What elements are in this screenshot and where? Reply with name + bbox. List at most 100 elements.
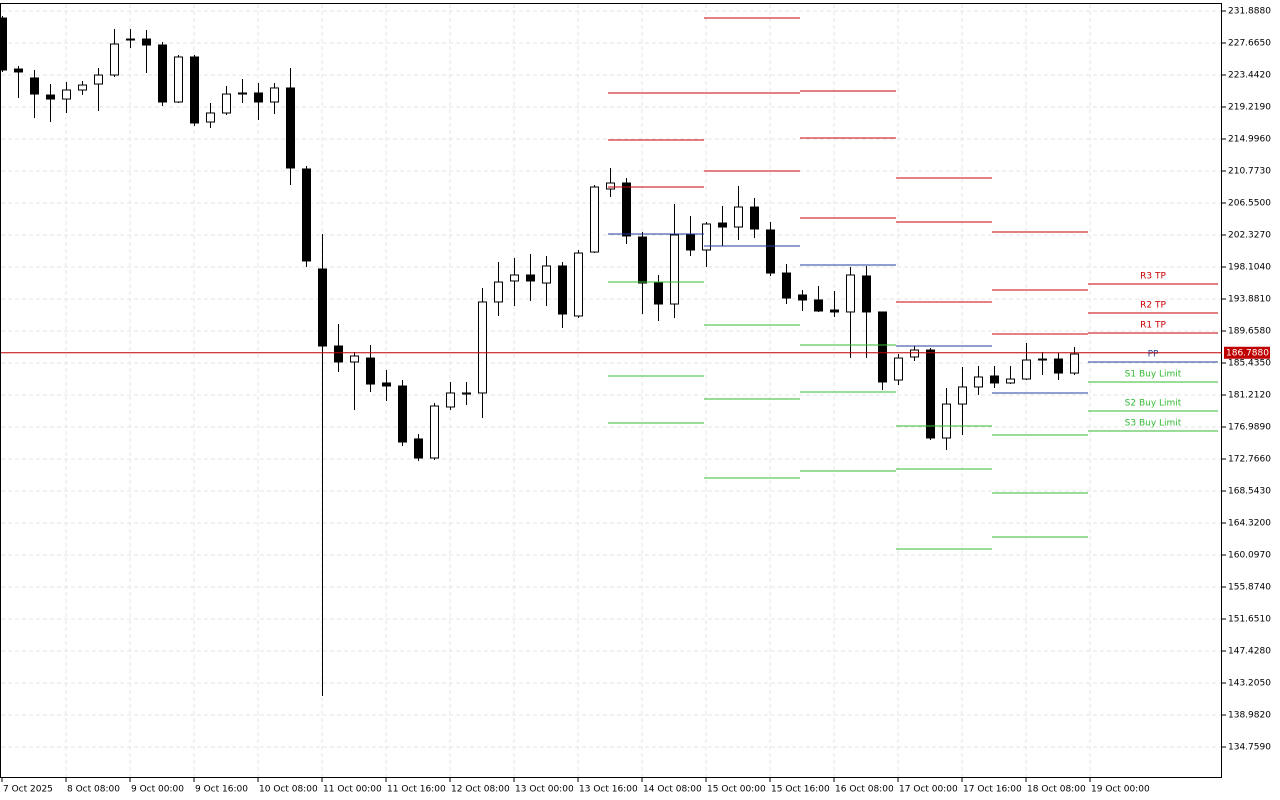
y-tick-label: 164.3200 (1228, 519, 1271, 529)
x-tick-label: 9 Oct 00:00 (131, 785, 184, 795)
candle-body (654, 282, 663, 305)
candle-body (1006, 378, 1015, 384)
last-price-tag (1224, 346, 1270, 359)
candle-body (542, 265, 551, 284)
candle-body (926, 349, 935, 439)
candle-body (638, 236, 647, 284)
candle-body (686, 234, 695, 251)
y-tick-label: 151.6510 (1228, 615, 1271, 625)
candle-body (670, 234, 679, 305)
candle-body (478, 301, 487, 394)
pivot-label: PP (1148, 349, 1159, 359)
y-tick-label: 172.7660 (1228, 455, 1271, 465)
candle-body (558, 265, 567, 315)
y-tick-label: 231.8880 (1228, 7, 1271, 17)
candle-body (958, 386, 967, 405)
candle-body (0, 17, 7, 71)
candle-body (30, 77, 39, 95)
x-tick-label: 17 Oct 00:00 (899, 785, 958, 795)
y-tick-label: 176.9890 (1228, 423, 1271, 433)
x-tick-label: 16 Oct 08:00 (835, 785, 894, 795)
candle-body (702, 223, 711, 251)
candle-body (590, 186, 599, 253)
y-tick-label: 185.4350 (1228, 359, 1271, 369)
candle-body (894, 357, 903, 381)
x-tick-label: 14 Oct 08:00 (643, 785, 702, 795)
candle-body (574, 252, 583, 317)
candle-body (622, 182, 631, 237)
pivot-label: S1 Buy Limit (1125, 369, 1182, 379)
candle-body (1070, 353, 1079, 374)
candle-body (318, 268, 327, 347)
candle-body (974, 376, 983, 388)
y-tick-label: 198.1040 (1228, 263, 1271, 273)
y-tick-label: 214.9960 (1228, 135, 1271, 145)
candle-body (302, 168, 311, 262)
candle-body (526, 274, 535, 282)
candle-body (766, 229, 775, 274)
y-tick-label: 193.8810 (1228, 295, 1271, 305)
candle-body (846, 274, 855, 313)
candle-body (14, 68, 23, 73)
candle-body (862, 275, 871, 313)
candle-body (286, 87, 295, 169)
candle-body (446, 392, 455, 408)
candle-body (94, 74, 103, 85)
candle-body (238, 92, 247, 95)
candle-body (398, 385, 407, 443)
candle-body (830, 309, 839, 313)
candle-body (718, 222, 727, 228)
x-tick-label: 9 Oct 16:00 (195, 785, 248, 795)
candle-body (990, 375, 999, 384)
candle-body (382, 382, 391, 387)
x-tick-label: 8 Oct 08:00 (67, 785, 120, 795)
y-tick-label: 160.0970 (1228, 551, 1271, 561)
candle-body (190, 56, 199, 124)
x-tick-label: 10 Oct 08:00 (259, 785, 318, 795)
y-tick-label: 206.5500 (1228, 199, 1271, 209)
candle-body (142, 38, 151, 46)
y-tick-label: 227.6650 (1228, 39, 1271, 49)
pivot-label: S3 Buy Limit (1125, 419, 1182, 429)
candle-body (494, 281, 503, 303)
candle-body (78, 84, 87, 91)
candle-body (110, 43, 119, 76)
candle-body (510, 274, 519, 282)
candle-body (942, 403, 951, 439)
candle-body (206, 112, 215, 123)
candle-body (174, 56, 183, 103)
candle-body (414, 438, 423, 459)
candle-body (222, 93, 231, 114)
candle-body (798, 294, 807, 301)
candle-body (126, 38, 135, 41)
pivot-label: S2 Buy Limit (1125, 399, 1182, 409)
x-tick-label: 19 Oct 00:00 (1091, 785, 1150, 795)
y-tick-label: 223.4420 (1228, 71, 1271, 81)
y-tick-label: 134.7590 (1228, 743, 1271, 753)
x-tick-label: 17 Oct 16:00 (963, 785, 1022, 795)
x-tick-label: 11 Oct 16:00 (387, 785, 446, 795)
y-tick-label: 138.9820 (1228, 711, 1271, 721)
plot-frame (0, 3, 1222, 778)
last-price-label: 186.7880 (1226, 348, 1269, 358)
candle-body (1022, 359, 1031, 380)
candle-body (254, 92, 263, 103)
candle-body (782, 272, 791, 299)
x-tick-label: 13 Oct 00:00 (515, 785, 574, 795)
y-tick-label: 147.4280 (1228, 647, 1271, 657)
x-tick-label: 15 Oct 16:00 (771, 785, 830, 795)
candle-body (430, 405, 439, 459)
pivot-label: R1 TP (1140, 321, 1166, 331)
y-tick-label: 202.3270 (1228, 231, 1271, 241)
candle-body (1054, 358, 1063, 374)
candle-body (750, 206, 759, 230)
candle-body (158, 44, 167, 103)
candle-body (350, 355, 359, 363)
x-tick-label: 15 Oct 00:00 (707, 785, 766, 795)
candle-body (814, 299, 823, 312)
x-tick-label: 12 Oct 08:00 (451, 785, 510, 795)
y-tick-label: 143.2050 (1228, 679, 1271, 689)
candle-body (1038, 358, 1047, 361)
candle-body (46, 94, 55, 100)
